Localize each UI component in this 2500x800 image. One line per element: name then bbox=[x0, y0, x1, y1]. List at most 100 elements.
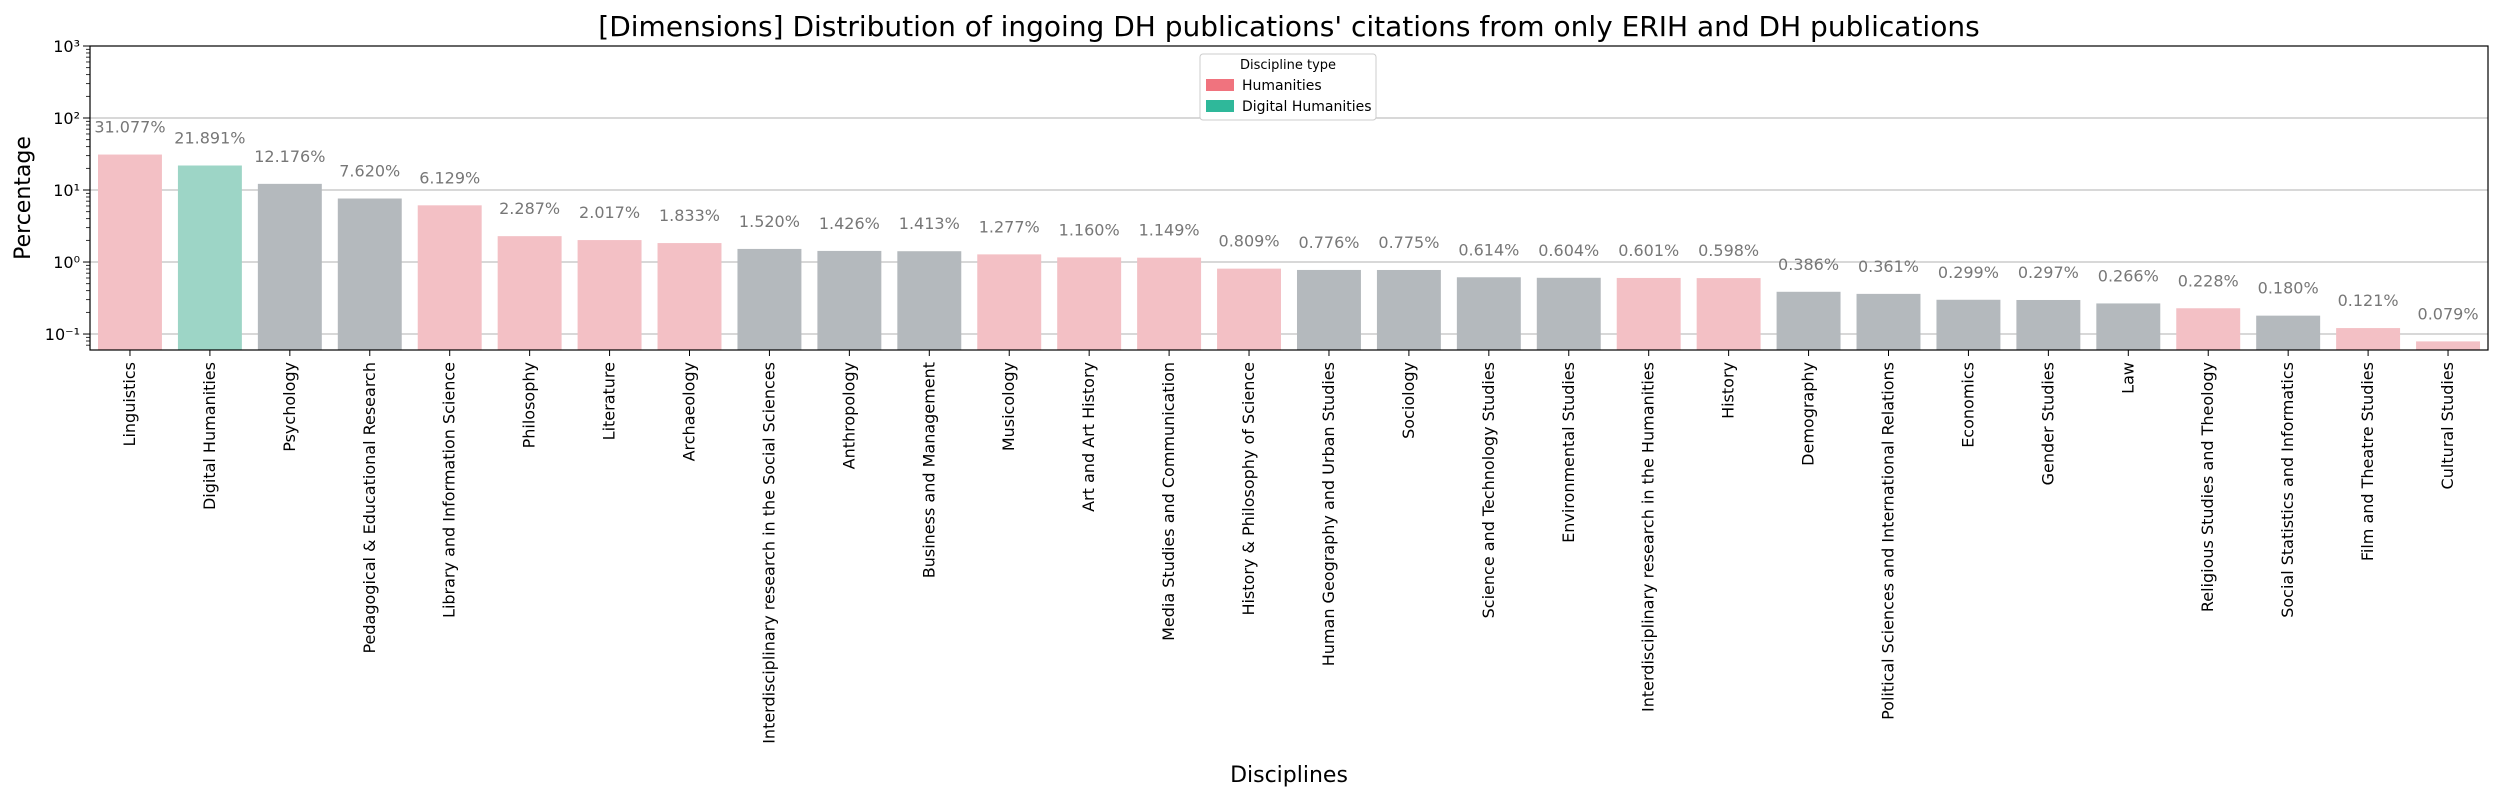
bar bbox=[1137, 257, 1202, 350]
value-label: 2.287% bbox=[499, 199, 560, 218]
x-tick-labels: Linguistics Digital Humanities Psychology P… bbox=[120, 350, 2457, 744]
x-tick-label: Pedagogical & Educational Research bbox=[360, 362, 379, 654]
bar bbox=[337, 198, 402, 350]
value-label: 0.776% bbox=[1298, 233, 1359, 252]
value-label: 0.299% bbox=[1938, 263, 1999, 282]
value-label: 0.297% bbox=[2018, 263, 2079, 282]
bar bbox=[817, 250, 882, 350]
value-label: 1.426% bbox=[819, 214, 880, 233]
value-label: 1.277% bbox=[979, 217, 1040, 236]
value-label: 6.129% bbox=[419, 168, 480, 187]
legend-entry-label: Digital Humanities bbox=[1242, 99, 1372, 115]
x-tick-label: Cultural Studies bbox=[2438, 362, 2457, 489]
bar bbox=[1776, 291, 1841, 350]
x-tick-label: Business and Management bbox=[919, 362, 938, 578]
bar bbox=[1536, 277, 1601, 350]
bar bbox=[2256, 315, 2321, 350]
x-tick-label: Philosophy bbox=[520, 362, 539, 448]
legend-entries: Humanities Digital Humanities bbox=[1206, 78, 1372, 115]
axes bbox=[89, 45, 2489, 351]
x-tick-label: Religious Studies and Theology bbox=[2198, 362, 2217, 612]
value-label: 1.149% bbox=[1139, 221, 1200, 240]
bar bbox=[1616, 277, 1681, 350]
value-label: 0.266% bbox=[2098, 266, 2159, 285]
x-tick-label: Political Sciences and International Rel… bbox=[1879, 362, 1898, 720]
value-label: 7.620% bbox=[339, 162, 400, 181]
x-tick-label: Human Geography and Urban Studies bbox=[1319, 362, 1338, 666]
bar bbox=[1456, 277, 1521, 350]
plot-frame bbox=[89, 45, 2489, 351]
legend-entry-label: Humanities bbox=[1242, 78, 1322, 94]
x-tick-label: Gender Studies bbox=[2038, 362, 2057, 485]
x-tick-label: Environmental Studies bbox=[1559, 362, 1578, 543]
bar bbox=[897, 251, 962, 350]
x-tick-label: Digital Humanities bbox=[200, 362, 219, 510]
x-tick-label: Demography bbox=[1799, 362, 1818, 466]
bar bbox=[657, 243, 722, 350]
legend-title: Discipline type bbox=[1240, 58, 1336, 73]
value-label: 0.809% bbox=[1219, 232, 1280, 251]
value-label: 0.079% bbox=[2418, 304, 2479, 323]
bar bbox=[1936, 299, 2001, 350]
x-tick-label: Interdisciplinary research in the Social… bbox=[759, 362, 778, 744]
x-tick-label: History bbox=[1719, 362, 1738, 419]
bar bbox=[1376, 269, 1441, 350]
bar bbox=[1696, 278, 1761, 350]
y-tick-label: 10¹ bbox=[53, 181, 80, 200]
y-tick-label: 10³ bbox=[53, 37, 80, 56]
y-tick-label: 10⁰ bbox=[53, 253, 80, 272]
legend-box bbox=[1199, 53, 1377, 121]
x-tick-label: Social Statistics and Informatics bbox=[2278, 362, 2297, 618]
value-label: 0.598% bbox=[1698, 241, 1759, 260]
value-label: 0.121% bbox=[2338, 291, 2399, 310]
value-labels: 31.077% 21.891% 12.176% 7.620% 6.129% 2.287% 2… bbox=[94, 118, 2478, 324]
x-tick-label: Art and Art History bbox=[1079, 362, 1098, 512]
x-tick-label: Musicology bbox=[999, 362, 1018, 451]
value-label: 1.520% bbox=[739, 212, 800, 231]
value-label: 0.604% bbox=[1538, 241, 1599, 260]
x-tick-label: Anthropology bbox=[839, 362, 858, 469]
value-label: 1.160% bbox=[1059, 220, 1120, 239]
bar bbox=[2176, 308, 2241, 350]
x-tick-label: Archaeology bbox=[680, 362, 699, 461]
x-axis-label: Disciplines bbox=[1230, 763, 1348, 788]
value-label: 0.614% bbox=[1458, 240, 1519, 259]
value-label: 31.077% bbox=[94, 118, 165, 137]
value-label: 0.386% bbox=[1778, 255, 1839, 274]
bar bbox=[977, 254, 1042, 350]
value-label: 21.891% bbox=[174, 129, 245, 148]
legend: Discipline type Humanities Digital Humani… bbox=[1199, 53, 1377, 121]
value-label: 2.017% bbox=[579, 203, 640, 222]
x-tick-label: Interdisciplinary research in the Humani… bbox=[1639, 362, 1658, 712]
value-label: 0.775% bbox=[1378, 233, 1439, 252]
x-tick-label: Sociology bbox=[1399, 362, 1418, 439]
x-tick-label: Film and Theatre Studies bbox=[2358, 362, 2377, 561]
value-label: 0.180% bbox=[2258, 279, 2319, 298]
y-tick-label: 10⁻¹ bbox=[45, 325, 80, 344]
bar bbox=[2016, 299, 2081, 350]
legend-swatch bbox=[1206, 100, 1234, 112]
bar bbox=[1217, 268, 1282, 350]
bar bbox=[577, 240, 642, 350]
value-label: 0.601% bbox=[1618, 241, 1679, 260]
bars bbox=[97, 154, 2481, 350]
x-tick-label: Economics bbox=[1958, 362, 1977, 448]
value-label: 12.176% bbox=[254, 147, 325, 166]
y-axis-label: Percentage bbox=[11, 136, 36, 260]
x-tick-label: Library and Information Science bbox=[440, 362, 459, 618]
x-tick-label: Science and Technology Studies bbox=[1479, 362, 1498, 618]
bar bbox=[2096, 303, 2161, 350]
bar bbox=[417, 205, 482, 350]
legend-swatch bbox=[1206, 79, 1234, 91]
x-tick-label: Law bbox=[2118, 362, 2137, 394]
bar bbox=[97, 154, 162, 350]
bar bbox=[2336, 328, 2401, 350]
y-tick-labels: 10⁻¹ 10⁰ 10¹ 10² 10³ bbox=[45, 37, 90, 346]
value-label: 1.833% bbox=[659, 206, 720, 225]
bar bbox=[1296, 269, 1361, 350]
bar bbox=[1057, 257, 1122, 350]
bar bbox=[497, 236, 562, 350]
value-label: 0.361% bbox=[1858, 257, 1919, 276]
y-tick-label: 10² bbox=[53, 109, 80, 128]
